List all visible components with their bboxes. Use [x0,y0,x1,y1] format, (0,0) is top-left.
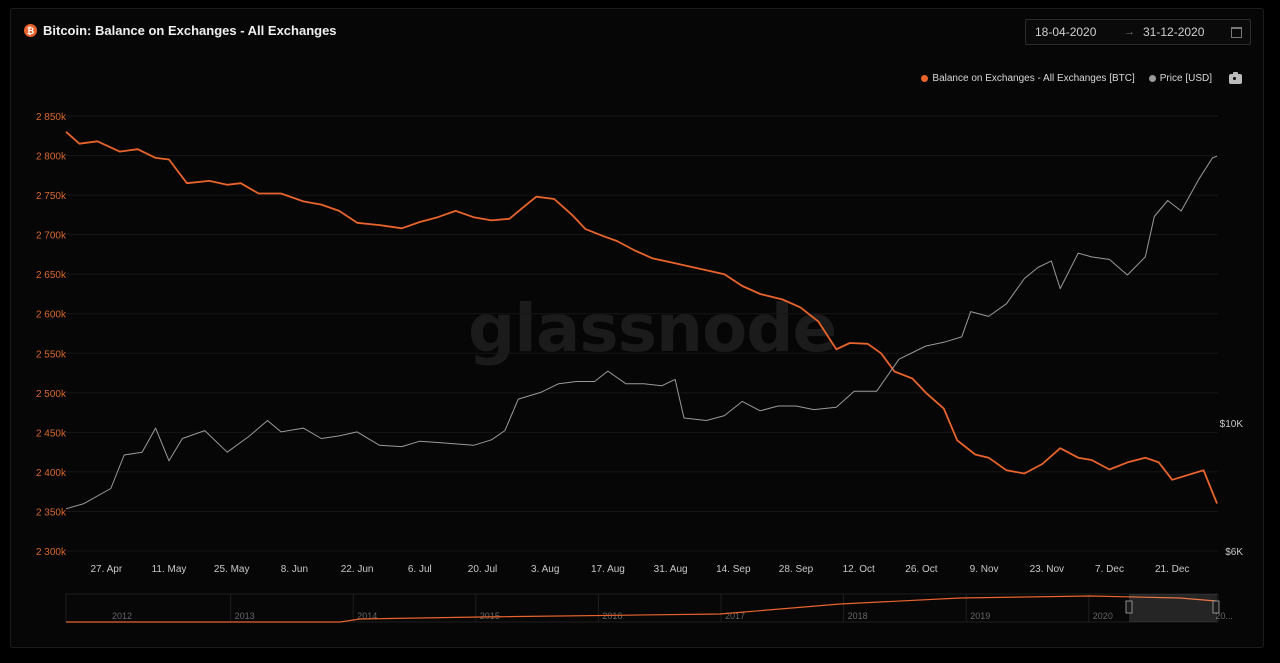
navigator-handle-left[interactable] [1125,600,1133,614]
date-range-picker[interactable]: 18-04-2020 → 31-12-2020 [1025,19,1251,45]
y-axis-tick-label: 2 550k [36,349,67,360]
legend-label-price: Price [USD] [1159,73,1212,84]
x-axis-tick-label: 9. Nov [970,564,999,575]
y-axis-tick-label: 2 700k [36,231,67,242]
navigator-year-label: 2016 [602,611,622,621]
chart-title: ₿ Bitcoin: Balance on Exchanges - All Ex… [24,23,337,38]
navigator-year-label: 2014 [357,611,377,621]
date-from[interactable]: 18-04-2020 [1035,25,1097,39]
chart-title-text: Bitcoin: Balance on Exchanges - All Exch… [43,23,337,38]
y-axis-tick-label: 2 350k [36,507,67,518]
legend-item-balance[interactable]: Balance on Exchanges - All Exchanges [BT… [921,73,1135,84]
x-axis-tick-label: 8. Jun [281,564,308,575]
legend-dot-balance [921,75,929,82]
chart-card [10,8,1264,648]
glassnode-watermark: glassnode [468,290,837,367]
y-axis-tick-label: 2 600k [36,310,67,321]
bitcoin-icon: ₿ [24,24,37,37]
chart-legend: Balance on Exchanges - All Exchanges [BT… [921,73,1212,84]
y-axis-tick-label: 2 300k [36,547,67,558]
x-axis-tick-label: 27. Apr [90,564,122,575]
legend-label-balance: Balance on Exchanges - All Exchanges [BT… [932,73,1135,84]
navigator-year-label: 2015 [480,611,500,621]
navigator-frame [65,593,1219,623]
y-axis-tick-label: 2 400k [36,468,67,479]
x-axis-tick-label: 22. Jun [341,564,374,575]
calendar-icon[interactable] [1231,27,1242,38]
x-axis-tick-label: 7. Dec [1095,564,1124,575]
navigator-handle-right[interactable] [1212,600,1220,614]
series-line-price [65,155,1218,510]
y-axis-tick-label: 2 500k [36,389,67,400]
x-axis-tick-label: 23. Nov [1030,564,1064,575]
y-axis-tick-label: 2 750k [36,191,67,202]
x-axis-tick-label: 25. May [214,564,250,575]
navigator-year-label: 2012 [112,611,132,621]
navigator-year-label: 2017 [725,611,745,621]
x-axis-tick-label: 20. Jul [468,564,497,575]
x-axis-tick-label: 6. Jul [408,564,432,575]
x-axis-tick-label: 11. May [152,564,187,575]
y-right-tick-label: $6K [1225,547,1243,558]
x-axis-tick-label: 12. Oct [843,564,875,575]
x-axis-tick-label: 21. Dec [1155,564,1189,575]
x-axis-tick-label: 14. Sep [716,564,751,575]
x-axis-tick-label: 17. Aug [591,564,625,575]
date-to[interactable]: 31-12-2020 [1143,25,1205,39]
series-line-balance [65,131,1218,504]
navigator-year-label: 2018 [848,611,868,621]
x-axis-tick-label: 26. Oct [905,564,937,575]
x-axis-tick-label: 28. Sep [779,564,814,575]
navigator-series-line [66,595,1217,623]
navigator-selection [1129,594,1217,622]
legend-item-price[interactable]: Price [USD] [1148,73,1212,84]
y-axis-tick-label: 2 850k [36,112,67,123]
camera-icon[interactable] [1229,72,1242,84]
y-axis-tick-label: 2 650k [36,270,67,281]
arrow-right-icon: → [1124,26,1135,38]
y-axis-tick-label: 2 800k [36,152,67,163]
legend-dot-price [1148,75,1156,82]
navigator-year-label: 20... [1215,611,1233,621]
y-axis-tick-label: 2 450k [36,428,67,439]
x-axis-tick-label: 3. Aug [531,564,559,575]
y-right-tick-label: $10K [1220,419,1244,430]
navigator-year-label: 2019 [970,611,990,621]
x-axis-tick-label: 31. Aug [654,564,688,575]
navigator-year-label: 2020 [1093,611,1113,621]
navigator-year-label: 2013 [235,611,255,621]
